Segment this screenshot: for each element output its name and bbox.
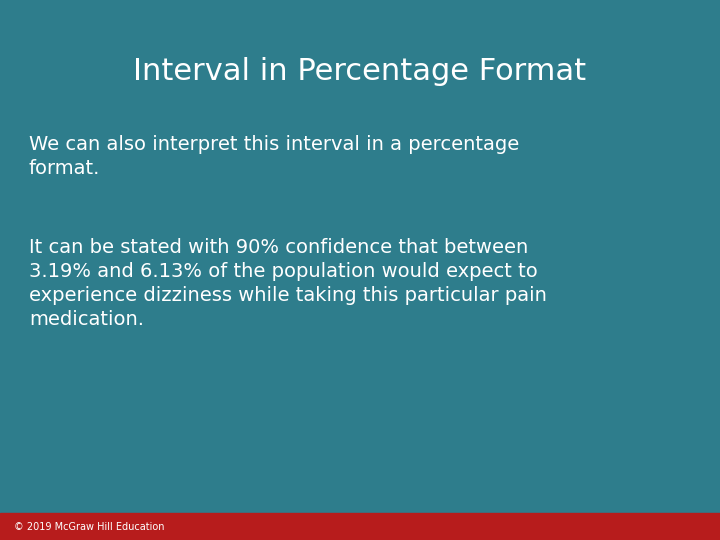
Bar xyxy=(0,513,720,540)
Text: We can also interpret this interval in a percentage
format.: We can also interpret this interval in a… xyxy=(29,135,519,178)
Text: It can be stated with 90% confidence that between
3.19% and 6.13% of the populat: It can be stated with 90% confidence tha… xyxy=(29,238,546,329)
Text: © 2019 McGraw Hill Education: © 2019 McGraw Hill Education xyxy=(14,522,165,531)
Text: Interval in Percentage Format: Interval in Percentage Format xyxy=(133,57,587,86)
